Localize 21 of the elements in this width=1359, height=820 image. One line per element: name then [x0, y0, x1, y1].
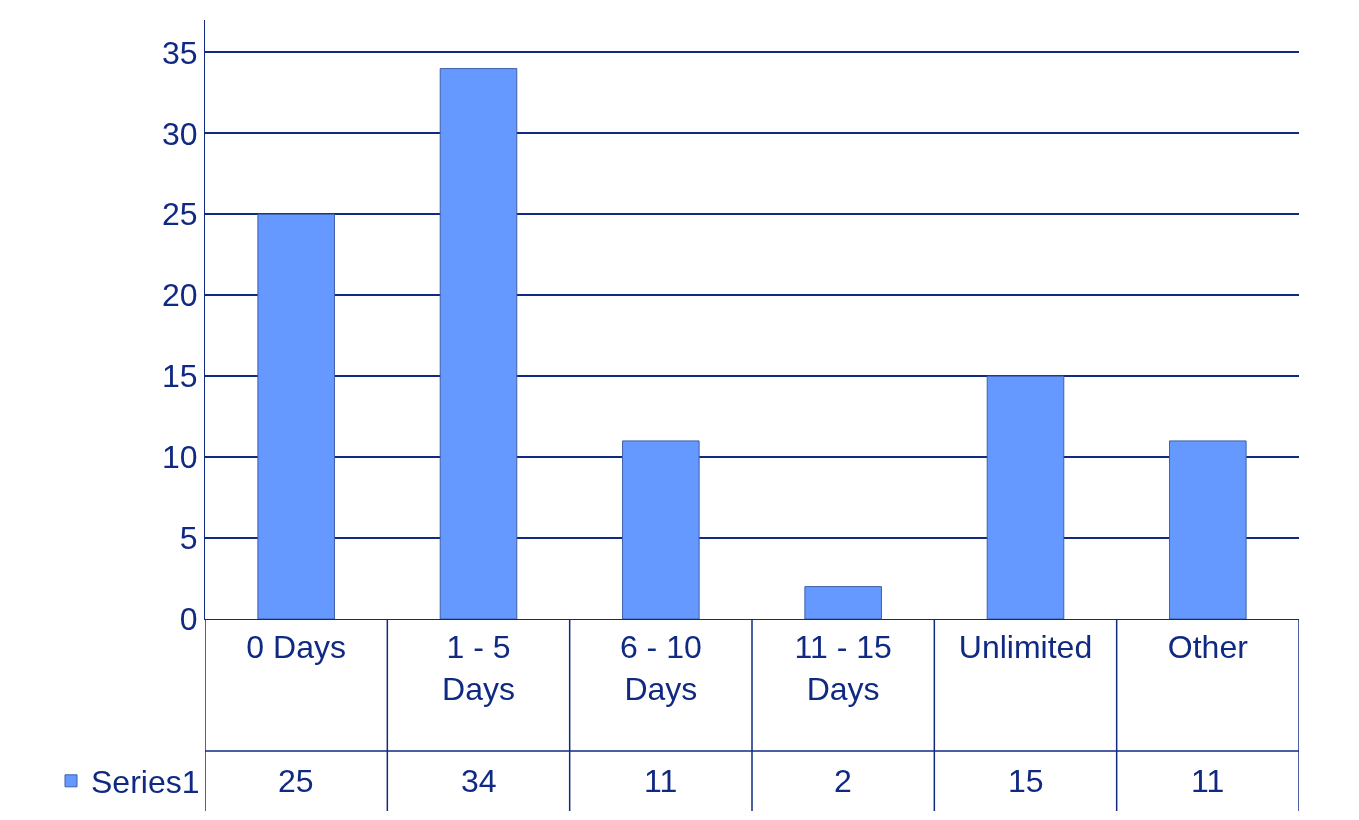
y-tick-label: 20	[162, 277, 198, 314]
data-label: 34	[461, 763, 497, 799]
x-tick-label: 1 - 5 Days	[442, 629, 515, 707]
y-tick-label: 5	[179, 520, 198, 557]
y-tick-label: 10	[162, 439, 198, 476]
data-label: 15	[1008, 763, 1044, 799]
data-label: 11	[644, 763, 678, 799]
x-tick-label: Other	[1167, 629, 1249, 666]
data-label: 11	[1191, 763, 1225, 799]
x-tick-label: 0 Days	[246, 629, 346, 666]
legend-label: Series1	[91, 764, 200, 801]
data-label: 2	[834, 763, 852, 799]
y-tick-label: 25	[162, 196, 198, 233]
y-tick-label: 35	[162, 34, 198, 71]
x-tick-label: 11 - 15 Days	[794, 629, 892, 707]
x-tick-label: Unlimited	[958, 629, 1093, 666]
y-tick-label: 30	[162, 115, 198, 152]
data-label: 25	[278, 763, 314, 799]
y-tick-label: 0	[179, 601, 198, 638]
y-tick-label: 15	[162, 358, 198, 395]
x-tick-label: 6 - 10 Days	[619, 629, 702, 707]
